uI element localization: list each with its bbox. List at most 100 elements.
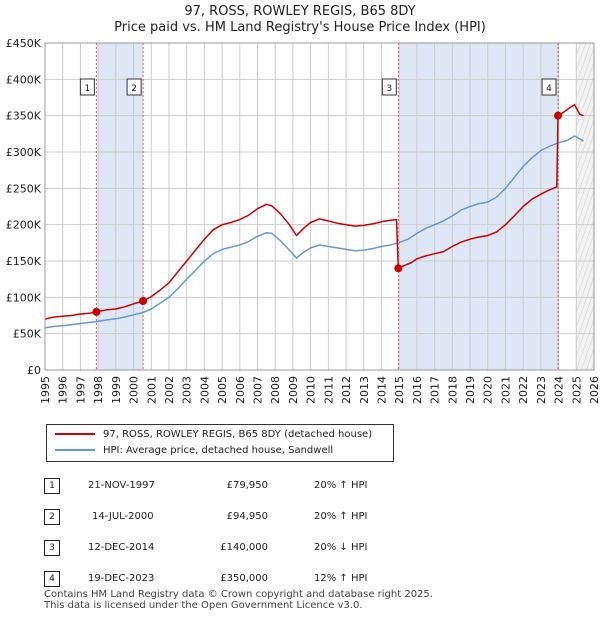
future-hatch xyxy=(576,275,595,329)
y-tick-label: £300K xyxy=(6,146,42,159)
x-tick-label: 2024 xyxy=(553,376,566,404)
sale-label-number: 1 xyxy=(84,84,90,94)
table-row: 2 14-JUL-2000 £94,950 20% ↑ HPI xyxy=(44,501,367,532)
future-hatch xyxy=(576,161,595,214)
sale-date: 14-JUL-2000 xyxy=(92,511,154,522)
legend-item-hpi: HPI: Average price, detached house, Sand… xyxy=(55,443,333,459)
x-tick-label: 2011 xyxy=(322,376,335,404)
sale-point xyxy=(92,307,101,316)
sale-number: 3 xyxy=(44,539,60,556)
sale-date: 12-DEC-2014 xyxy=(88,542,155,553)
y-tick-label: £450K xyxy=(6,37,42,50)
sale-price: £79,950 xyxy=(226,480,268,491)
sale-price: £94,950 xyxy=(226,511,268,522)
x-tick-label: 1997 xyxy=(74,376,87,404)
x-tick-label: 2006 xyxy=(234,376,247,404)
y-tick-label: £400K xyxy=(6,73,42,86)
future-hatch xyxy=(576,89,595,143)
hpi-line xyxy=(44,135,584,329)
x-tick-label: 2009 xyxy=(287,376,300,404)
x-tick-label: 2025 xyxy=(570,376,583,404)
x-tick-label: 2004 xyxy=(198,376,211,404)
x-tick-label: 2022 xyxy=(517,376,530,404)
sale-point xyxy=(139,297,148,306)
x-tick-label: 1999 xyxy=(110,376,123,404)
x-tick-label: 2007 xyxy=(252,376,265,404)
sale-label-number: 2 xyxy=(131,84,137,94)
sale-hpi: 12% ↑ HPI xyxy=(314,573,368,584)
table-row: 4 19-DEC-2023 £350,000 12% ↑ HPI xyxy=(44,563,367,594)
x-tick-label: 2021 xyxy=(499,376,512,404)
future-hatch xyxy=(576,61,595,114)
future-hatch xyxy=(576,189,595,243)
y-tick-label: £0 xyxy=(27,364,41,377)
sale-label-number: 4 xyxy=(546,84,552,94)
x-tick-label: 2015 xyxy=(393,376,406,404)
legend-swatch-hpi xyxy=(55,449,95,451)
x-tick-label: 1995 xyxy=(39,376,52,404)
x-tick-label: 2014 xyxy=(375,376,388,404)
legend-label-property: 97, ROSS, ROWLEY REGIS, B65 8DY (detache… xyxy=(103,429,373,440)
sale-price: £140,000 xyxy=(220,542,268,553)
sale-number: 1 xyxy=(44,477,60,494)
x-tick-label: 2018 xyxy=(446,376,459,404)
x-tick-label: 1998 xyxy=(92,376,105,404)
x-tick-label: 2012 xyxy=(340,376,353,404)
future-hatch xyxy=(576,75,595,129)
sale-label-number: 3 xyxy=(386,84,392,94)
future-hatch xyxy=(576,304,595,357)
y-tick-label: £250K xyxy=(6,182,42,195)
sale-point xyxy=(554,111,563,120)
sale-number: 2 xyxy=(44,508,60,525)
x-tick-label: 2013 xyxy=(358,376,371,404)
x-tick-label: 2000 xyxy=(128,376,141,404)
sale-hpi: 20% ↑ HPI xyxy=(314,480,368,491)
y-tick-label: £200K xyxy=(6,219,42,232)
sale-label-box xyxy=(126,78,142,96)
x-tick-label: 2020 xyxy=(482,376,495,404)
footer-licence: This data is licensed under the Open Gov… xyxy=(44,600,363,611)
future-hatch xyxy=(576,175,595,229)
y-tick-label: £100K xyxy=(6,291,42,304)
chart-title: 97, ROSS, ROWLEY REGIS, B65 8DY xyxy=(184,4,416,19)
ownership-shade xyxy=(96,43,144,370)
table-row: 3 12-DEC-2014 £140,000 20% ↓ HPI xyxy=(44,532,367,563)
x-tick-label: 2023 xyxy=(535,376,548,404)
plot-frame xyxy=(44,42,595,371)
footer: Contains HM Land Registry data © Crown c… xyxy=(44,589,433,611)
sale-date: 21-NOV-1997 xyxy=(88,480,155,491)
x-tick-label: 2008 xyxy=(269,376,282,404)
sale-label-box xyxy=(381,78,397,96)
legend-label-hpi: HPI: Average price, detached house, Sand… xyxy=(103,445,334,456)
y-tick-label: £350K xyxy=(6,110,42,123)
legend: 97, ROSS, ROWLEY REGIS, B65 8DY (detache… xyxy=(46,424,394,462)
x-tick-label: 2026 xyxy=(588,376,600,404)
x-tick-label: 2005 xyxy=(216,376,229,404)
future-hatch xyxy=(596,43,600,370)
y-tick-label: £150K xyxy=(6,255,42,268)
x-tick-label: 2010 xyxy=(305,376,318,404)
chart-subtitle: Price paid vs. HM Land Registry's House … xyxy=(114,20,486,35)
price-chart: 1 2 3 4 £0 £50K £100K £150K £200K £250K £300K £350K… xyxy=(6,37,600,404)
y-tick-label: £50K xyxy=(13,328,42,341)
legend-item-property: 97, ROSS, ROWLEY REGIS, B65 8DY (detache… xyxy=(55,427,372,443)
footer-copyright: Contains HM Land Registry data © Crown c… xyxy=(44,589,433,600)
sale-label-box xyxy=(79,78,95,96)
sale-price: £350,000 xyxy=(220,573,268,584)
x-tick-label: 2003 xyxy=(181,376,194,404)
sale-label-box xyxy=(541,78,557,96)
table-row: 1 21-NOV-1997 £79,950 20% ↑ HPI xyxy=(44,470,367,501)
ownership-shade xyxy=(398,43,559,370)
sale-date: 19-DEC-2023 xyxy=(88,573,155,584)
x-tick-label: 2017 xyxy=(429,376,442,404)
sale-point xyxy=(394,264,403,273)
x-tick-label: 2001 xyxy=(145,376,158,404)
sale-hpi: 20% ↓ HPI xyxy=(314,542,368,553)
legend-swatch-property xyxy=(55,433,95,435)
future-hatch xyxy=(576,289,595,343)
x-tick-label: 2019 xyxy=(464,376,477,404)
x-tick-label: 1996 xyxy=(57,376,70,404)
x-tick-label: 2016 xyxy=(411,376,424,404)
sale-hpi: 20% ↑ HPI xyxy=(314,511,368,522)
future-region xyxy=(576,43,594,370)
